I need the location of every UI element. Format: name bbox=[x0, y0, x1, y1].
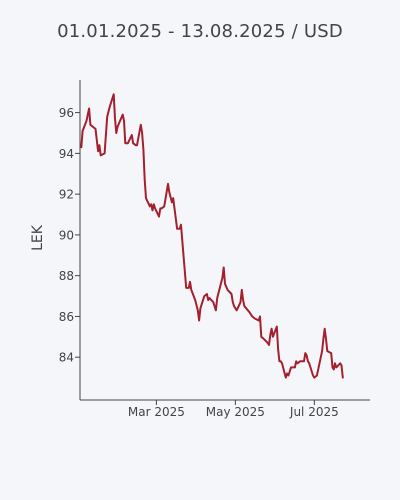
y-tick-label: 94 bbox=[59, 147, 74, 161]
x-axis-ticks: Mar 2025 May 2025 Jul 2025 bbox=[128, 400, 339, 419]
x-tick-label: Jul 2025 bbox=[289, 405, 339, 419]
axes bbox=[79, 80, 370, 401]
y-tick-label: 96 bbox=[59, 106, 74, 120]
x-tick-label: May 2025 bbox=[206, 405, 265, 419]
y-axis-label: LEK bbox=[30, 224, 46, 251]
chart-title: 01.01.2025 - 13.08.2025 / USD bbox=[57, 21, 343, 42]
series-line bbox=[80, 93, 344, 379]
y-tick-label: 88 bbox=[59, 269, 74, 283]
x-tick-label: Mar 2025 bbox=[128, 405, 185, 419]
y-tick-label: 86 bbox=[59, 310, 74, 324]
y-axis-ticks: 84 86 88 90 92 94 96 bbox=[59, 106, 80, 365]
y-tick-label: 90 bbox=[59, 228, 74, 242]
y-tick-label: 92 bbox=[59, 188, 74, 202]
series-group bbox=[80, 93, 344, 379]
y-tick-label: 84 bbox=[59, 351, 74, 365]
